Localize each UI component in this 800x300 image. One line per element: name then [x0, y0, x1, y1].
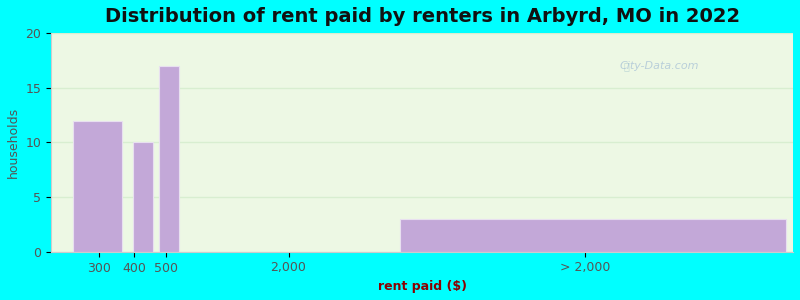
Text: City-Data.com: City-Data.com: [620, 61, 699, 71]
Y-axis label: households: households: [7, 107, 20, 178]
Bar: [158, 66, 179, 252]
Text: 🔵: 🔵: [623, 61, 629, 71]
Bar: [400, 219, 786, 252]
Bar: [74, 121, 122, 252]
Title: Distribution of rent paid by renters in Arbyrd, MO in 2022: Distribution of rent paid by renters in …: [105, 7, 740, 26]
Bar: [133, 142, 154, 252]
X-axis label: rent paid ($): rent paid ($): [378, 280, 466, 293]
